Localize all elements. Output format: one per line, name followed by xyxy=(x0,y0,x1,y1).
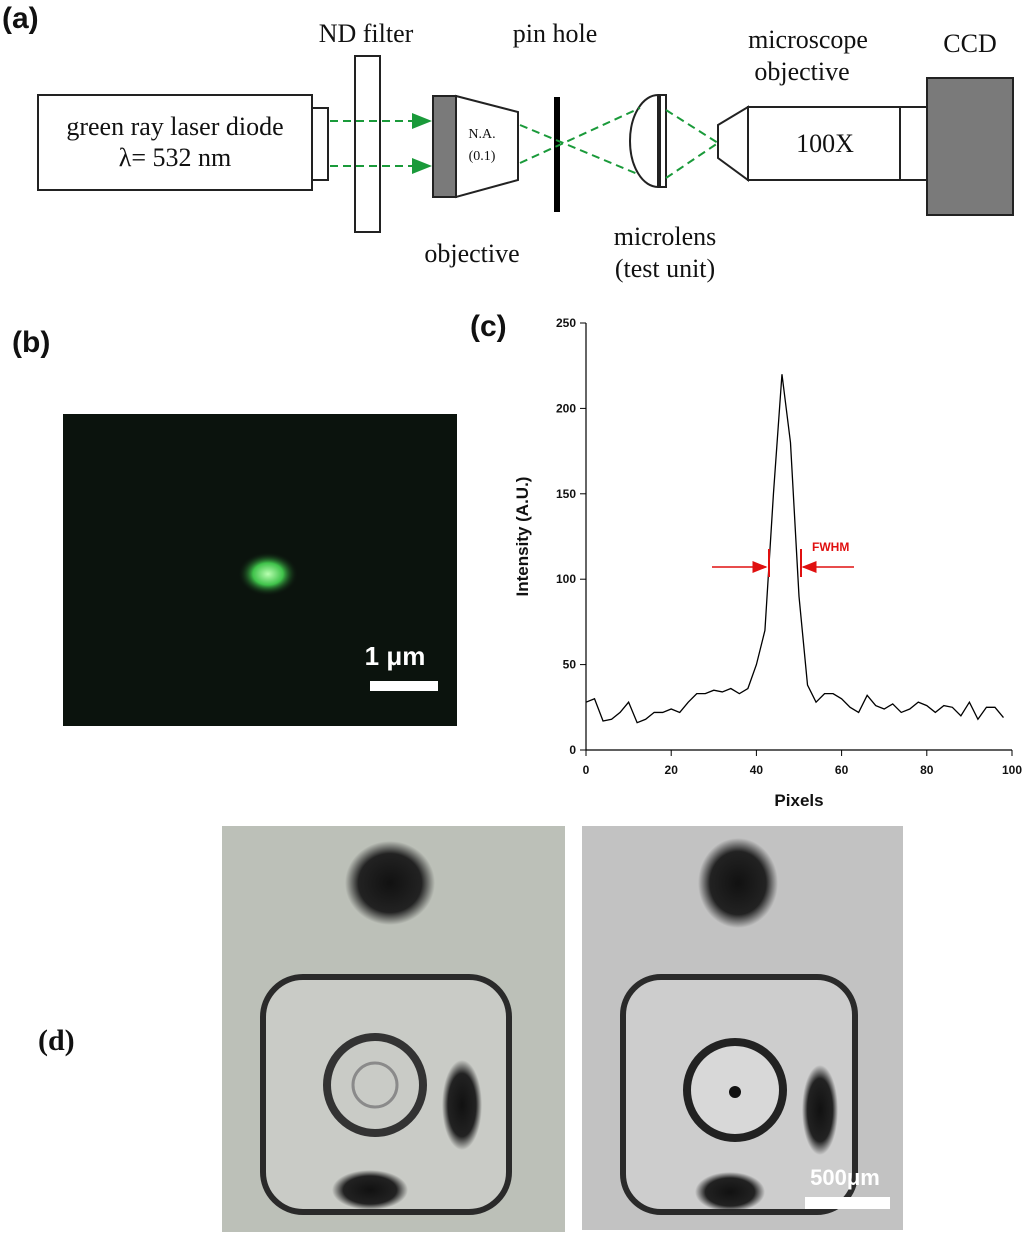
label: ND filter xyxy=(319,19,414,48)
label: (0.1) xyxy=(469,149,496,164)
y-tick-label: 200 xyxy=(556,401,576,415)
x-tick-label: 80 xyxy=(920,763,934,777)
laser-beam xyxy=(330,107,719,179)
panel-label: (b) xyxy=(12,326,50,359)
setup-diagram xyxy=(37,55,1014,233)
label: green ray laser diode xyxy=(66,112,283,141)
label: objective xyxy=(754,57,849,86)
chart: 0 50 100 150 200 250 0 20 40 60 80 100 Pixels Intensi… xyxy=(513,316,1022,810)
y-tick-label: 250 xyxy=(556,316,576,330)
label: (test unit) xyxy=(615,254,715,283)
label: N.A. xyxy=(468,127,495,142)
scale-label: 1 μm xyxy=(365,641,426,671)
x-axis-title: Pixels xyxy=(774,791,823,810)
scale-label: 500μm xyxy=(810,1165,880,1190)
y-axis-title: Intensity (A.U.) xyxy=(513,477,532,597)
label: 100X xyxy=(796,129,854,158)
label: λ= 532 nm xyxy=(119,143,232,172)
x-tick-label: 20 xyxy=(665,763,679,777)
x-tick-label: 40 xyxy=(750,763,764,777)
label: microlens xyxy=(614,222,717,251)
spot-image xyxy=(63,414,457,726)
y-tick-label: 0 xyxy=(569,743,576,757)
panel-label: (a) xyxy=(2,2,39,35)
microlens-photo xyxy=(582,826,903,1230)
panel-label: (d) xyxy=(38,1024,75,1057)
panel-label: (c) xyxy=(470,310,507,343)
x-tick-label: 60 xyxy=(835,763,849,777)
microlens-photo xyxy=(222,826,565,1232)
annotation: FWHM xyxy=(812,540,849,554)
x-tick-label: 0 xyxy=(583,763,590,777)
data-line xyxy=(585,374,1004,724)
label: microscope xyxy=(748,25,868,54)
label: objective xyxy=(424,239,519,268)
label: pin hole xyxy=(513,19,598,48)
label: CCD xyxy=(943,29,996,58)
y-tick-label: 150 xyxy=(556,487,576,501)
y-tick-label: 100 xyxy=(556,572,576,586)
y-tick-label: 50 xyxy=(563,658,577,672)
x-tick-label: 100 xyxy=(1002,763,1022,777)
